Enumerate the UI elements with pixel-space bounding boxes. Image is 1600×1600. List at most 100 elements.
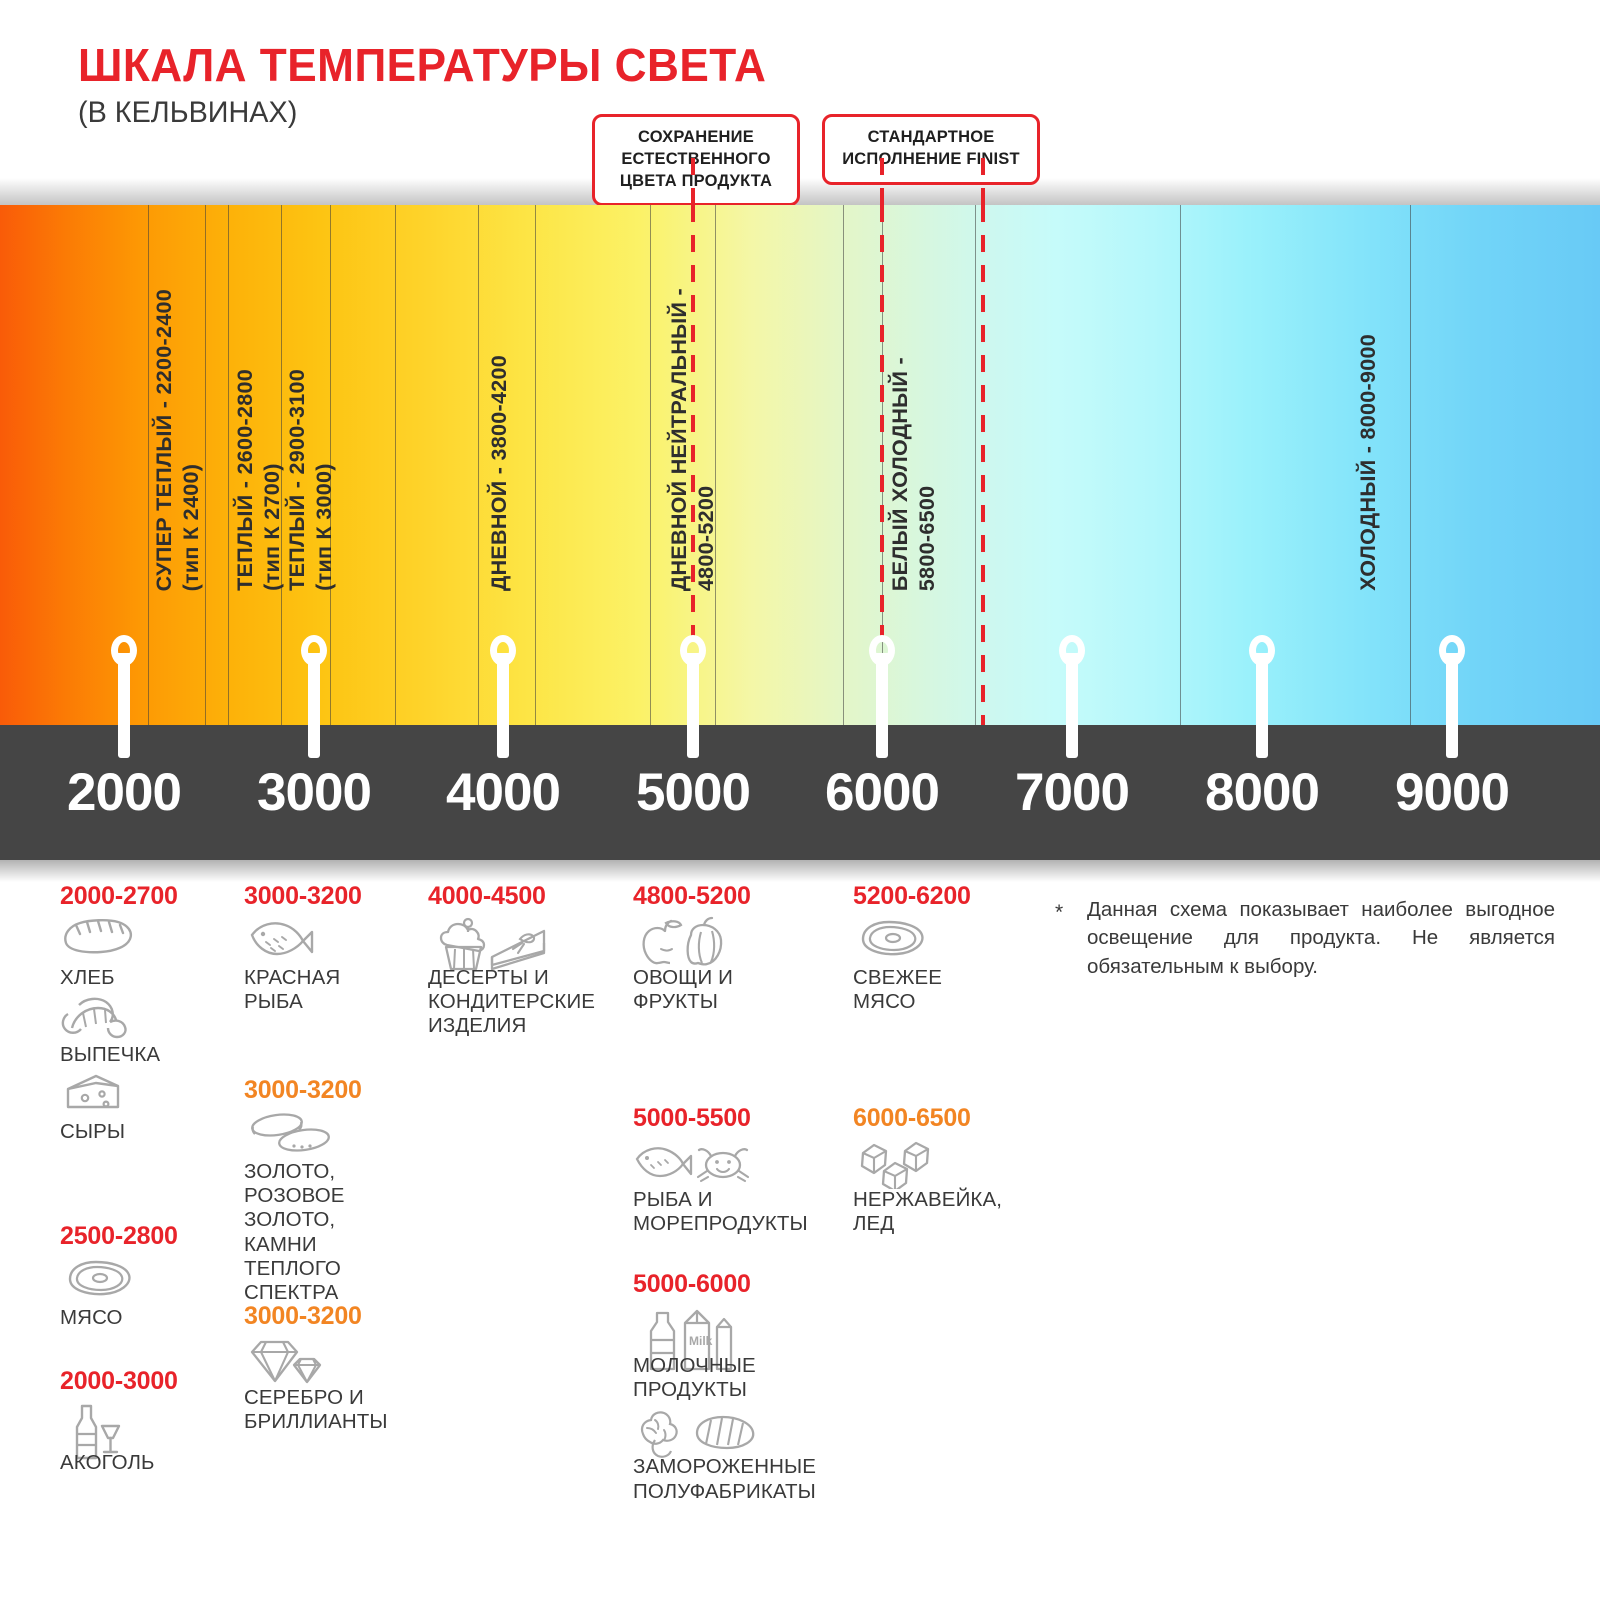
spectrum-divider [205,205,206,725]
legend-range-label: 5000-5500 [633,1104,751,1132]
legend-item: РЫБА И МОРЕПРОДУКТЫ [633,1137,808,1236]
band-label-secondary: (тип К 2400) [178,463,203,591]
legend-range-label: 6000-6500 [853,1104,971,1132]
legend-group: 3000-3200 КРАСНАЯ РЫБА [244,882,362,1014]
scale-shadow [0,860,1600,882]
page-title: ШКАЛА ТЕМПЕРАТУРЫ СВЕТА [78,39,767,91]
callout-finist-standard: СТАНДАРТНОЕ ИСПОЛНЕНИЕ FINIST [822,114,1040,185]
steak-icon [60,1255,178,1303]
band-label-primary: ТЕПЛЫЙ - 2600-2800 [233,369,257,591]
band-label-group: ДНЕВНОЙ - 3800-4200 [487,355,512,591]
legend-group: 5000-6000 Milk МОЛОЧНЫЕ ПРОДУКТЫ ЗАМОРОЖЕНН… [633,1270,816,1504]
legend-item: ДЕСЕРТЫ И КОНДИТЕРСКИЕ ИЗДЕЛИЯ [428,915,595,1039]
scale-pin-stem [308,653,320,758]
spectrum-divider [975,205,976,725]
legend-item: ВЫПЕЧКА [60,992,178,1067]
legend-range-label: 5000-6000 [633,1270,751,1298]
band-label-primary: БЕЛЫЙ ХОЛОДНЫЙ - [888,356,912,591]
band-label-primary: ДНЕВНОЙ - 3800-4200 [487,354,511,591]
spectrum-divider [330,205,331,725]
freshmeat-icon [853,915,971,963]
scale-pin-ring [869,635,895,666]
scale-pin [301,635,327,760]
band-label-secondary: 4800-5200 [693,485,718,591]
scale-pin-ring [680,635,706,666]
legend-range-label: 3000-3200 [244,1302,362,1330]
legend-item-caption: СЫРЫ [60,1120,126,1144]
band-label-secondary: 5800-6500 [914,485,939,591]
spectrum-divider [1410,205,1411,725]
legend-item-caption: МЯСО [60,1306,123,1329]
legend-group: 2000-2700 ХЛЕБ ВЫПЕЧКА СЫРЫ [60,882,178,1145]
legend-item: ЗОЛОТО, РОЗОВОЕ ЗОЛОТО, КАМНИ ТЕПЛОГО СП… [244,1109,362,1305]
legend-range-label: 2000-2700 [60,882,178,910]
dessert-icon [428,915,595,971]
legend-item-caption: ХЛЕБ [60,966,115,989]
legend-item: КРАСНАЯ РЫБА [244,915,362,1014]
legend-range-label: 3000-3200 [244,882,362,910]
scale-pin [1439,635,1465,760]
scale-pin-ring [111,635,137,666]
band-label-group: СУПЕР ТЕПЛЫЙ - 2200-2400 (тип К 2400) [152,289,203,591]
scale-pin-stem [497,653,509,758]
scale-pin-ring [301,635,327,666]
spectrum-divider [715,205,716,725]
scale-pin-ring [1059,635,1085,666]
spectrum-divider [1180,205,1181,725]
band-label-primary: ДНЕВНОЙ НЕЙТРАЛЬНЫЙ - [667,287,691,591]
spectrum-divider [148,205,149,725]
scale-tick-label: 9000 [1395,763,1510,822]
scale-strip [0,725,1600,860]
legend-range-label: 4800-5200 [633,882,751,910]
scale-pin [111,635,137,760]
spectrum-divider [228,205,229,725]
legend-range-label: 3000-3200 [244,1076,362,1104]
seafood-icon [633,1137,808,1185]
svg-text:Milk: Milk [689,1334,713,1348]
band-label-group: ТЕПЛЫЙ - 2600-2800 (тип К 2700) [233,369,284,591]
spectrum-divider [843,205,844,725]
frozen-icon [633,1404,816,1459]
legend-item-caption: ЗОЛОТО, РОЗОВОЕ ЗОЛОТО, КАМНИ ТЕПЛОГО СП… [244,1160,345,1304]
legend-item-caption: ВЫПЕЧКА [60,1043,161,1067]
legend-group: 3000-3200 ЗОЛОТО, РОЗОВОЕ ЗОЛОТО, КАМНИ Т… [244,1076,362,1305]
scale-pin-stem [876,653,888,758]
scale-pin [680,635,706,760]
legend-item: ЗАМОРОЖЕННЫЕ ПОЛУФАБРИКАТЫ [633,1404,816,1503]
legend-group: 5000-5500 РЫБА И МОРЕПРОДУКТЫ [633,1104,808,1236]
legend: 2000-2700 ХЛЕБ ВЫПЕЧКА СЫРЫ 2500-2800 МЯСО 200… [0,882,1600,1600]
legend-item: Milk МОЛОЧНЫЕ ПРОДУКТЫ [633,1303,816,1402]
spectrum-divider [281,205,282,725]
vegetables-icon [633,915,751,966]
band-label-secondary: (тип К 2700) [259,463,284,591]
legend-range-label: 2000-3000 [60,1367,178,1395]
dairy-icon: Milk [633,1303,816,1371]
legend-item: ХЛЕБ [60,915,178,990]
band-label-group: ТЕПЛЫЙ - 2900-3100 (тип К 3000) [285,369,336,591]
legend-item-caption: РЫБА И МОРЕПРОДУКТЫ [633,1188,808,1236]
scale-pin-ring [1249,635,1275,666]
spectrum-gradient [0,205,1600,725]
legend-range-label: 5200-6200 [853,882,971,910]
spectrum-divider [395,205,396,725]
spectrum-dashed-marker-riser [981,158,985,205]
scale-tick-label: 3000 [257,763,372,822]
band-label-primary: ТЕПЛЫЙ - 2900-3100 [285,369,309,591]
band-label-group: ХОЛОДНЫЙ - 8000-9000 [1356,334,1381,591]
legend-item: НЕРЖАВЕЙКА, ЛЕД [853,1137,1002,1236]
footnote-marker: * [1055,901,1064,924]
spectrum-divider [478,205,479,725]
legend-item-caption: НЕРЖАВЕЙКА, ЛЕД [853,1188,1003,1236]
band-label-group: БЕЛЫЙ ХОЛОДНЫЙ -5800-6500 [888,357,939,591]
header-shadow [0,178,1600,206]
scale-pin-stem [687,653,699,758]
diamond-icon [244,1335,388,1384]
scale-tick-label: 7000 [1015,763,1130,822]
scale-pin-ring [490,635,516,666]
legend-item-caption: МОЛОЧНЫЕ ПРОДУКТЫ [633,1354,756,1402]
spectrum-dashed-marker-riser [880,158,884,205]
band-label-secondary: (тип К 3000) [311,463,336,591]
legend-group: 2500-2800 МЯСО [60,1222,178,1330]
legend-item-caption: ДЕСЕРТЫ И КОНДИТЕРСКИЕ ИЗДЕЛИЯ [428,966,596,1038]
spectrum-dashed-marker-riser [691,158,695,205]
